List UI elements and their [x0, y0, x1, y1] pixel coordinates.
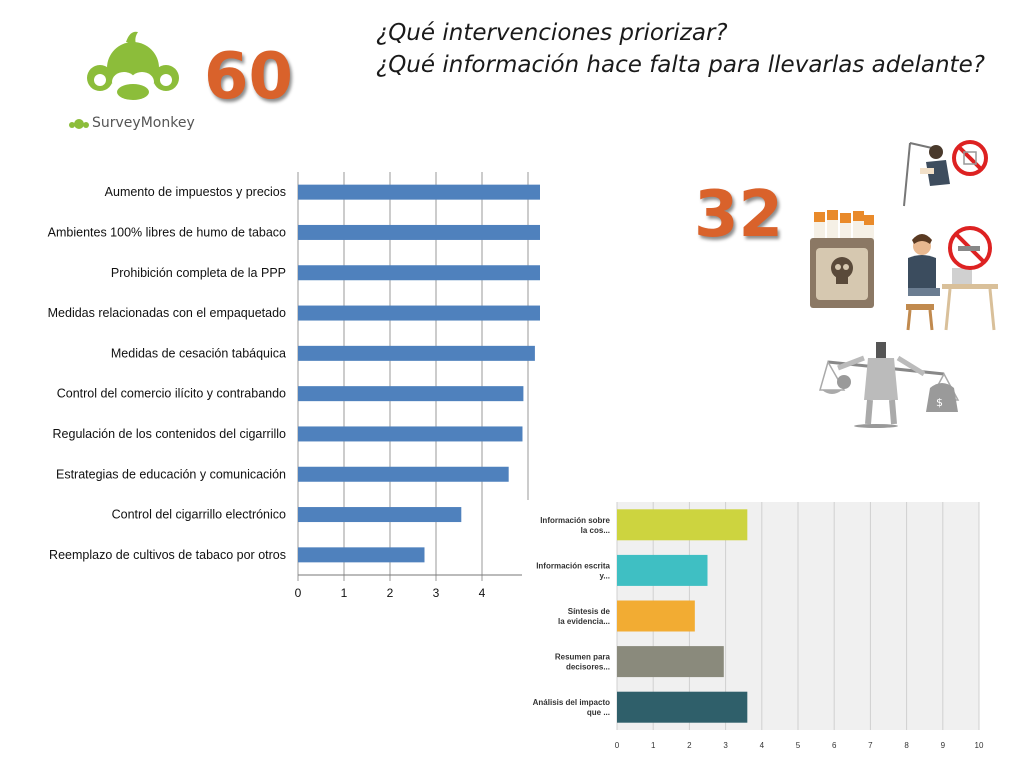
main-category-label: Regulación de los contenidos del cigarri…	[53, 427, 287, 441]
main-bar	[298, 305, 540, 321]
main-bar	[298, 426, 523, 442]
main-bar	[298, 507, 462, 523]
main-bar	[298, 345, 535, 361]
surveymonkey-logo: SurveyMonkey	[68, 26, 208, 136]
sub-category-label: la cos...	[581, 526, 610, 535]
respondents-count-32: 32	[694, 178, 784, 252]
svg-text:$: $	[936, 396, 943, 409]
no-advertising-icon	[903, 140, 988, 207]
main-category-label: Control del comercio ilícito y contraban…	[57, 387, 286, 401]
sub-bar	[617, 554, 708, 586]
sub-tick-label: 8	[904, 741, 909, 750]
main-category-label: Reemplazo de cultivos de tabaco por otro…	[49, 548, 286, 562]
main-category-label: Aumento de impuestos y precios	[105, 185, 286, 199]
sub-bar	[617, 691, 748, 723]
sub-category-label: la evidencia...	[558, 617, 610, 626]
monkey-mini-icon	[69, 119, 89, 129]
sub-category-label: Análisis del impacto	[533, 698, 610, 707]
sub-category-label: Información escrita	[536, 561, 610, 570]
monkey-logo-icon	[87, 31, 179, 100]
sub-tick-label: 10	[975, 741, 984, 750]
sub-tick-label: 9	[941, 741, 946, 750]
main-category-label: Ambientes 100% libres de humo de tabaco	[48, 225, 286, 239]
main-bar	[298, 184, 540, 200]
main-bar	[298, 466, 509, 482]
sub-tick-label: 5	[796, 741, 801, 750]
sub-category-label: que ...	[587, 708, 610, 717]
main-tick-label: 3	[433, 586, 440, 600]
main-tick-label: 2	[387, 586, 394, 600]
respondents-count-60: 60	[204, 40, 294, 114]
sub-tick-label: 2	[687, 741, 692, 750]
main-bar	[298, 265, 540, 281]
no-smoking-office-icon	[906, 226, 998, 331]
sub-category-label: Información sobre	[540, 516, 610, 525]
main-tick-label: 4	[479, 586, 486, 600]
main-bar	[298, 386, 524, 402]
main-category-label: Control del cigarrillo electrónico	[112, 508, 286, 522]
main-bar	[298, 224, 540, 240]
logo-wordmark: SurveyMonkey	[92, 115, 195, 131]
main-tick-label: 0	[295, 586, 302, 600]
sub-category-label: y...	[599, 571, 610, 580]
sub-tick-label: 3	[723, 741, 728, 750]
sub-tick-label: 1	[651, 741, 656, 750]
sub-tick-label: 0	[615, 741, 620, 750]
main-category-label: Estrategias de educación y comunicación	[56, 467, 286, 481]
main-category-label: Medidas relacionadas con el empaquetado	[48, 306, 286, 320]
main-category-label: Medidas de cesación tabáquica	[111, 346, 286, 360]
main-tick-label: 1	[341, 586, 348, 600]
sub-tick-label: 4	[760, 741, 765, 750]
title-line-2: ¿Qué información hace falta para llevarl…	[376, 52, 985, 78]
main-category-label: Prohibición completa de la PPP	[111, 266, 286, 280]
cigarette-pack-skull-icon	[810, 210, 874, 308]
sub-category-label: Síntesis de	[568, 607, 611, 616]
sub-category-label: Resumen para	[555, 653, 611, 662]
sub-bar	[617, 600, 695, 632]
sub-tick-label: 6	[832, 741, 837, 750]
sub-bar	[617, 646, 724, 678]
sub-tick-label: 7	[868, 741, 873, 750]
main-bar	[298, 547, 425, 563]
main-bar-chart: Aumento de impuestos y precios Ambientes …	[48, 172, 540, 600]
title-line-1: ¿Qué intervenciones priorizar?	[376, 20, 728, 46]
scales-money-icon: $	[819, 342, 960, 428]
sub-bar	[617, 509, 748, 541]
sub-category-label: decisores...	[566, 663, 610, 672]
